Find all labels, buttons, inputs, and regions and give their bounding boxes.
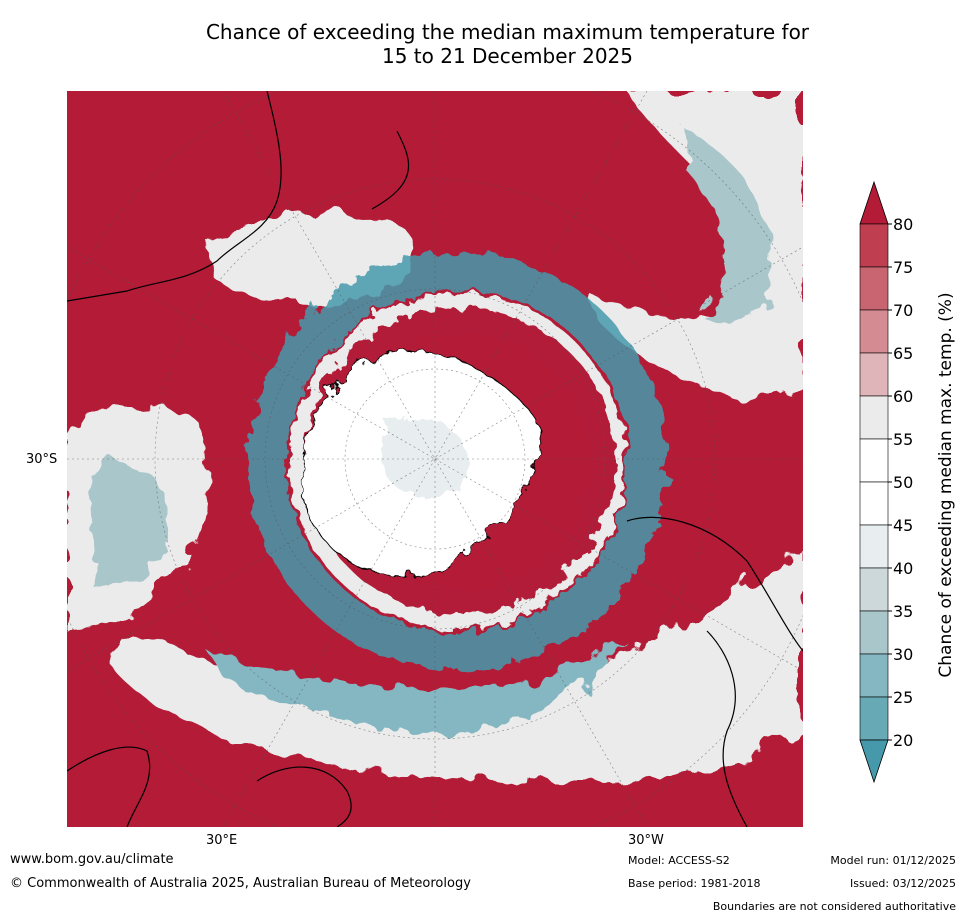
colorbar-band bbox=[859, 438, 889, 483]
antarctica-inner-grey bbox=[381, 417, 469, 497]
cool-arc-south bbox=[107, 551, 803, 784]
colorbar-tick-label: 70 bbox=[893, 301, 913, 320]
colorbar-bands bbox=[859, 180, 889, 784]
colorbar-tick-label: 30 bbox=[893, 645, 913, 664]
colorbar-tick-label: 65 bbox=[893, 344, 913, 363]
graticule bbox=[67, 91, 803, 827]
lon-label-30e: 30°E bbox=[206, 833, 238, 848]
polar-temperature-map bbox=[67, 91, 803, 827]
colorbar-band bbox=[859, 223, 889, 268]
title-line-2: 15 to 21 December 2025 bbox=[381, 44, 633, 68]
colorbar-tick-label: 35 bbox=[893, 602, 913, 621]
colorbar-band bbox=[859, 309, 889, 354]
colorbar-band bbox=[859, 567, 889, 612]
colorbar-extend-bottom bbox=[859, 739, 889, 784]
colorbar-tick-label: 55 bbox=[893, 430, 913, 449]
colorbar-tick-label: 40 bbox=[893, 559, 913, 578]
map-title: Chance of exceeding the median maximum t… bbox=[0, 20, 965, 68]
colorbar-tick-label: 25 bbox=[893, 688, 913, 707]
cool-region-west-inner bbox=[87, 463, 167, 591]
footer-model: Model: ACCESS-S2 bbox=[628, 854, 730, 867]
footer-base-period: Base period: 1981-2018 bbox=[628, 877, 761, 890]
cool-band-east bbox=[587, 91, 803, 400]
colorbar-label: Chance of exceeding median max. temp. (%… bbox=[936, 292, 956, 678]
title-line-1: Chance of exceeding the median maximum t… bbox=[205, 20, 810, 44]
colorbar-band bbox=[859, 352, 889, 397]
footer-disclaimer: Boundaries are not considered authoritat… bbox=[712, 900, 956, 913]
footer-url[interactable]: www.bom.gov.au/climate bbox=[10, 852, 174, 867]
colorbar-tick-label: 75 bbox=[893, 258, 913, 277]
colorbar-ticks: 80 75 70 65 60 55 50 45 40 35 30 25 20 bbox=[888, 215, 913, 750]
colorbar-band bbox=[859, 653, 889, 698]
lat-label-30s: 30°S bbox=[26, 452, 58, 467]
colorbar-band bbox=[859, 481, 889, 526]
lon-label-30w: 30°W bbox=[628, 833, 664, 848]
colorbar-tick-label: 45 bbox=[893, 516, 913, 535]
white-ring-antarctic bbox=[289, 293, 625, 629]
colorbar: 80 75 70 65 60 55 50 45 40 35 30 25 20 bbox=[859, 180, 913, 784]
colorbar-band bbox=[859, 610, 889, 655]
teal-ring-antarctic bbox=[248, 252, 666, 670]
colorbar-band bbox=[859, 696, 889, 741]
colorbar-band bbox=[859, 524, 889, 569]
colorbar-extend-top bbox=[859, 180, 889, 225]
colorbar-tick-label: 20 bbox=[893, 731, 913, 750]
colorbar-tick-label: 80 bbox=[893, 215, 913, 234]
colorbar-tick-label: 60 bbox=[893, 387, 913, 406]
footer-model-run: Model run: 01/12/2025 bbox=[830, 854, 956, 867]
colorbar-band bbox=[859, 266, 889, 311]
colorbar-tick-label: 50 bbox=[893, 473, 913, 492]
cool-arc-south-inner bbox=[207, 641, 627, 731]
colorbar-band bbox=[859, 395, 889, 440]
footer-copyright: © Commonwealth of Australia 2025, Austra… bbox=[10, 876, 471, 891]
cool-band-east-inner bbox=[687, 131, 773, 325]
coastlines bbox=[67, 91, 803, 827]
footer-issued: Issued: 03/12/2025 bbox=[849, 877, 956, 890]
